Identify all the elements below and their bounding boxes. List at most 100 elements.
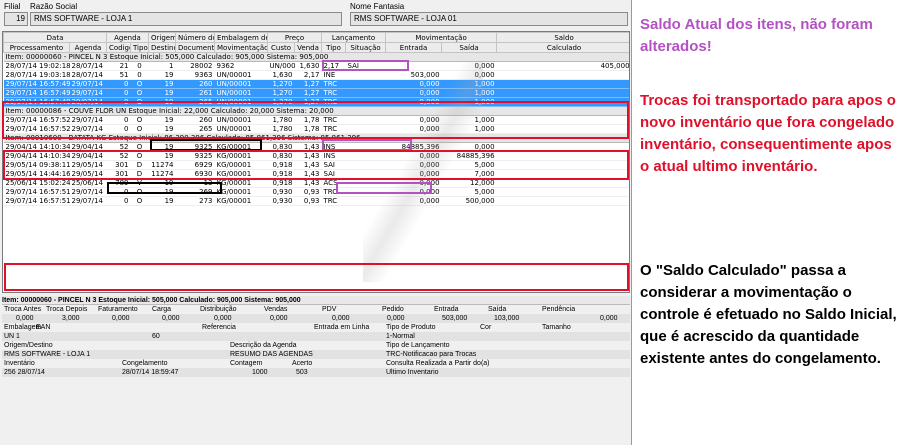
table-cell: 1,270 <box>267 88 295 98</box>
table-cell: 301 <box>106 160 131 170</box>
table-cell: 12,000 <box>441 178 497 188</box>
detail-row4-values: 256 28/07/14 28/07/14 18:59:47 1000 503 Ulti… <box>2 368 630 377</box>
table-cell <box>496 70 629 80</box>
note-saldo-calculado: O "Saldo Calculado" passa a considerar a… <box>640 262 897 367</box>
table-cell: 6929 <box>175 160 215 170</box>
table-cell: 29/04/14 <box>69 151 107 161</box>
r1-values-6: 0,000 <box>332 315 350 322</box>
table-cell <box>345 115 386 125</box>
table-row[interactable]: 29/04/14 14:10:34 29/04/14 52 O 19 9325 KG/000… <box>3 151 629 161</box>
detail-panel: Item: 00000060 - PINCEL N 3 Estoque Inic… <box>2 296 630 442</box>
table-cell: 29/07/14 <box>69 187 107 197</box>
item-group-row[interactable]: Item: 00000060 - PINCEL N 3 Estoque Inic… <box>3 52 629 62</box>
detail-row1-labels: Troca Antes Troca Depois Faturamento Carga D… <box>2 305 630 314</box>
table-row[interactable]: 29/04/14 14:10:34 29/04/14 52 O 19 9325 KG/000… <box>3 142 629 152</box>
grid-column-header-13[interactable]: Calculado <box>496 42 629 53</box>
grid-column-header-3[interactable]: Tipo <box>130 42 149 53</box>
table-cell: O <box>130 88 149 98</box>
grid-group-4: Embalagem de <box>214 32 268 43</box>
detail-row3-values: RMS SOFTWARE - LOJA 1 RESUMO DAS AGENDAS T… <box>2 350 630 359</box>
grid-column-header-7[interactable]: Custo <box>267 42 295 53</box>
table-cell: 28/07/14 <box>69 61 107 71</box>
fantasia-field[interactable]: RMS SOFTWARE - LOJA 01 <box>350 12 628 26</box>
table-row[interactable]: 28/07/14 19:03:18 28/07/14 51 0 19 9363 UN/000… <box>3 70 629 80</box>
r3-labels-1: Descrição da Agenda <box>230 342 297 349</box>
grid-column-header-12[interactable]: Saída <box>441 42 498 53</box>
grid-column-header-1[interactable]: Agenda <box>69 42 107 53</box>
table-cell: KG/00001 <box>214 178 268 188</box>
table-cell: KG/00001 <box>214 151 268 161</box>
table-row[interactable]: 29/07/14 16:57:51 29/07/14 0 O 19 273 KG/00001… <box>3 196 629 206</box>
r1-labels-3: Carga <box>152 306 172 313</box>
table-row[interactable]: 29/07/14 16:57:52 29/07/14 0 O 19 265 UN/00001… <box>3 124 629 134</box>
grid-group-5: Preço <box>266 32 323 43</box>
table-cell: 29/07/14 16:57:52 <box>3 115 70 125</box>
table-cell: 29/07/14 <box>69 79 107 89</box>
r4-labels-0: Inventário <box>4 360 35 367</box>
table-cell <box>345 196 386 206</box>
detail-row2-labels: Embalagem EAN Referencia Entrada em Linha Ti… <box>2 323 630 332</box>
r4-labels-1: Congelamento <box>122 360 168 367</box>
annotation-box-trocas-3 <box>4 263 629 291</box>
table-row[interactable]: 29/07/14 16:57:49 29/07/14 0 O 19 260 UN/00001… <box>3 79 629 89</box>
table-row[interactable]: 29/07/14 16:57:49 29/07/14 0 O 19 261 UN/00001… <box>3 88 629 98</box>
razao-field[interactable]: RMS SOFTWARE - LOJA 1 <box>30 12 342 26</box>
r3-values-0: RMS SOFTWARE - LOJA 1 <box>4 351 91 358</box>
table-cell: 260 <box>175 115 215 125</box>
grid-column-header-5[interactable]: Documento <box>175 42 215 53</box>
razao-label: Razão Social <box>30 2 78 11</box>
table-cell: 1,27 <box>294 79 322 89</box>
filial-field[interactable]: 19 <box>4 12 28 26</box>
grid-group-2: Origem/ <box>148 32 176 43</box>
item-group-row[interactable]: Item: 00000086 - COUVE FLOR UN Estoque I… <box>3 106 629 116</box>
r1-labels-7: Pedido <box>382 306 404 313</box>
table-cell: INS <box>321 151 346 161</box>
grid-column-header-6[interactable]: Movimentação <box>214 42 268 53</box>
r1-labels-6: PDV <box>322 306 337 313</box>
detail-row1-values: 0,000 3,000 0,000 0,000 0,000 0,000 0,000 0,000… <box>2 314 630 323</box>
r1-values-8: 503,000 <box>442 315 468 322</box>
grid-column-header-4[interactable]: Destino <box>148 42 176 53</box>
table-cell: 0,000 <box>385 196 442 206</box>
table-cell: O <box>130 151 149 161</box>
table-cell: 84885,396 <box>441 151 497 161</box>
grid-column-header-0[interactable]: Processamento <box>3 42 70 53</box>
table-cell: UN/00001 <box>267 61 295 71</box>
table-cell <box>345 79 386 89</box>
table-row[interactable]: 29/07/14 16:57:51 29/07/14 0 O 19 269 KG/00001… <box>3 187 629 197</box>
grid-group-6: Lançamento <box>321 32 387 43</box>
r1-values-2: 0,000 <box>112 315 130 322</box>
note-trocas: Trocas foi transportado para apos o novo… <box>640 92 896 175</box>
table-cell: 28/07/14 19:02:18 <box>3 61 70 71</box>
r1-labels-1: Troca Depois <box>46 306 88 313</box>
table-cell <box>345 88 386 98</box>
table-row[interactable]: 29/07/14 16:57:52 29/07/14 0 O 19 260 UN/00001… <box>3 115 629 125</box>
item-group-title: Item: 00000086 - COUVE FLOR UN Estoque I… <box>3 106 629 116</box>
table-cell: 29/07/14 16:57:49 <box>3 79 70 89</box>
grid-column-header-2[interactable]: Codigo <box>106 42 131 53</box>
grid-column-header-11[interactable]: Entrada <box>385 42 443 53</box>
table-cell: 19 <box>148 115 176 125</box>
r4-values-4: Ultimo Inventario <box>386 369 439 376</box>
r2-values-0: UN 1 <box>4 333 20 340</box>
table-row[interactable]: 28/07/14 19:02:18 28/07/14 21 0 1 28002 9362 UN… <box>3 61 629 71</box>
table-row[interactable]: 29/05/14 09:38:11 29/05/14 301 D 11274 6929 KG… <box>3 160 629 170</box>
table-cell: 29/04/14 14:10:34 <box>3 151 70 161</box>
table-cell <box>496 79 629 89</box>
table-cell: D <box>130 160 149 170</box>
detail-summary: Item: 00000060 - PINCEL N 3 Estoque Inic… <box>2 296 630 305</box>
r1-values-4: 0,000 <box>214 315 232 322</box>
table-cell: 28002 <box>175 61 215 71</box>
table-cell: 1,630 <box>294 61 322 71</box>
table-cell <box>496 88 629 98</box>
table-cell: 29/07/14 <box>69 88 107 98</box>
table-cell: 0,918 <box>267 160 295 170</box>
r1-labels-5: Vendas <box>264 306 288 313</box>
table-cell: 1,630 <box>267 70 295 80</box>
grid-column-header-10[interactable]: Situação <box>345 42 387 53</box>
grid-column-header-8[interactable]: Venda <box>293 42 323 53</box>
table-cell: 29/07/14 <box>69 115 107 125</box>
r1-values-10: 0,000 <box>600 315 618 322</box>
grid-column-header-9[interactable]: Tipo <box>321 42 347 53</box>
table-cell: KG/00001 <box>214 187 268 197</box>
